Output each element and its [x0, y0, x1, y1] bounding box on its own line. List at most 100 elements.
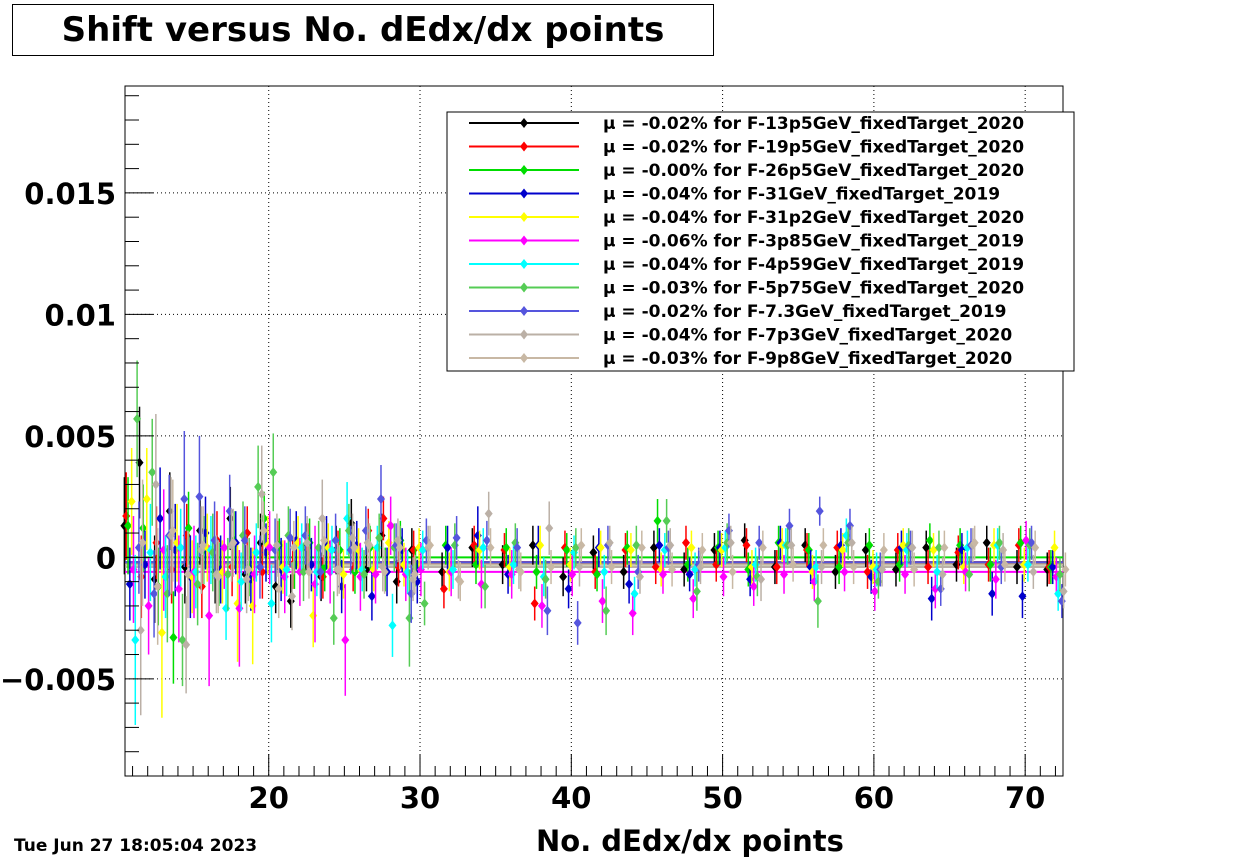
data-point — [541, 574, 550, 585]
data-point — [847, 537, 856, 548]
data-point — [327, 545, 336, 556]
data-point — [564, 583, 573, 594]
data-point — [257, 489, 266, 500]
data-point — [940, 542, 949, 553]
data-point — [927, 593, 936, 604]
x-tick-label: 40 — [551, 781, 591, 815]
data-point — [426, 540, 435, 551]
data-point — [1055, 569, 1064, 580]
data-point — [692, 586, 701, 597]
data-point — [159, 545, 168, 556]
data-point — [252, 547, 261, 558]
y-tick-label: 0.015 — [24, 177, 116, 211]
data-point — [749, 581, 758, 592]
x-tick-label: 70 — [1005, 781, 1045, 815]
data-point — [318, 513, 327, 524]
data-point — [127, 496, 136, 507]
data-point — [335, 564, 344, 575]
data-point — [341, 634, 350, 645]
data-point — [559, 571, 568, 582]
data-point — [1000, 559, 1009, 570]
data-point — [309, 610, 318, 621]
data-point — [596, 542, 605, 553]
data-point — [1029, 566, 1038, 577]
data-point — [124, 520, 133, 531]
data-point — [142, 494, 151, 505]
data-point — [129, 564, 138, 575]
data-point — [240, 535, 249, 546]
legend-entry-label: μ = -0.02% for F-13p5GeV_fixedTarget_202… — [603, 114, 1024, 134]
data-point — [528, 540, 537, 551]
data-point — [598, 596, 607, 607]
data-point — [726, 537, 735, 548]
data-point — [156, 513, 165, 524]
data-point — [498, 559, 507, 570]
data-point — [813, 596, 822, 607]
data-point — [543, 605, 552, 616]
data-point — [443, 542, 452, 553]
data-point — [395, 542, 404, 553]
data-point — [222, 603, 231, 614]
legend-entry-label: μ = -0.03% for F-9p8GeV_fixedTarget_2020 — [603, 349, 1012, 369]
legend-swatch-marker — [520, 188, 528, 199]
x-axis-title: No. dEdx/dx points — [536, 824, 844, 858]
data-point — [450, 540, 459, 551]
data-point — [879, 545, 888, 556]
y-tick-label: 0 — [96, 541, 116, 575]
y-tick-label: 0.01 — [44, 298, 116, 332]
data-point — [758, 542, 767, 553]
data-point — [150, 588, 159, 599]
data-point — [410, 569, 419, 580]
data-point — [728, 566, 737, 577]
data-point — [536, 540, 545, 551]
legend-entry-label: μ = -0.04% for F-31p2GeV_fixedTarget_202… — [603, 208, 1024, 228]
data-point — [320, 535, 329, 546]
data-point — [635, 571, 644, 582]
data-point — [573, 617, 582, 628]
legend-entry-label: μ = -0.04% for F-7p3GeV_fixedTarget_2020 — [603, 326, 1012, 346]
data-point — [600, 566, 609, 577]
data-point — [1061, 564, 1070, 575]
data-point — [184, 523, 193, 534]
data-point — [577, 540, 586, 551]
x-tick-label: 30 — [400, 781, 440, 815]
data-point — [223, 569, 232, 580]
data-point — [780, 569, 789, 580]
data-point — [840, 566, 849, 577]
data-point — [812, 562, 821, 573]
data-point — [375, 532, 384, 543]
data-point — [157, 627, 166, 638]
legend-swatch-marker — [520, 306, 528, 316]
data-point — [314, 542, 323, 553]
legend-swatch-marker — [520, 141, 528, 152]
data-point — [148, 467, 157, 478]
data-point — [329, 613, 338, 624]
data-point — [619, 566, 628, 577]
legend-entry-label: μ = -0.03% for F-5p75GeV_fixedTarget_202… — [603, 279, 1024, 299]
data-point — [910, 564, 919, 575]
data-point — [176, 542, 185, 553]
data-point — [502, 542, 511, 553]
data-point — [183, 569, 192, 580]
data-point — [267, 598, 276, 609]
data-point — [311, 579, 320, 590]
data-point — [630, 588, 639, 599]
data-point — [481, 581, 490, 592]
data-layer — [120, 360, 1070, 725]
data-point — [299, 566, 308, 577]
data-point — [662, 515, 671, 526]
data-point — [380, 566, 389, 577]
data-point — [367, 591, 376, 602]
data-point — [199, 540, 208, 551]
data-point — [970, 537, 979, 548]
data-point — [144, 600, 153, 611]
legend-entry-label: μ = -0.00% for F-26p5GeV_fixedTarget_202… — [603, 161, 1024, 181]
data-point — [405, 613, 414, 624]
data-point — [742, 540, 751, 551]
data-point — [229, 537, 238, 548]
data-point — [169, 632, 178, 643]
data-point — [530, 598, 539, 609]
data-point — [719, 571, 728, 582]
data-point — [988, 588, 997, 599]
